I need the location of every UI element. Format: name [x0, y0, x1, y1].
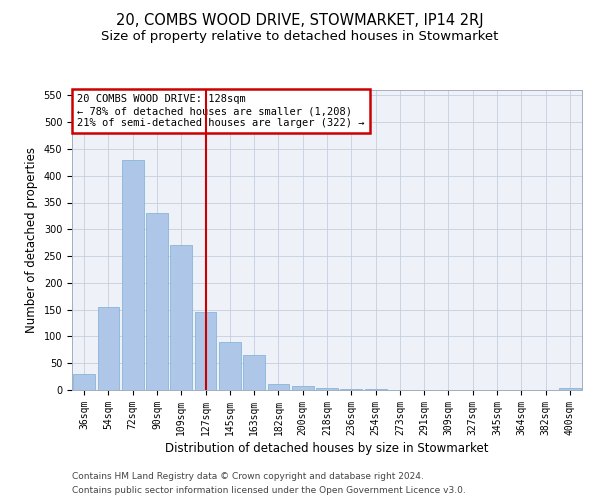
Bar [559, 388, 581, 390]
X-axis label: Distribution of detached houses by size in Stowmarket: Distribution of detached houses by size … [165, 442, 489, 455]
Bar [73, 374, 95, 390]
Bar [340, 389, 362, 390]
Text: 20 COMBS WOOD DRIVE: 128sqm
← 78% of detached houses are smaller (1,208)
21% of : 20 COMBS WOOD DRIVE: 128sqm ← 78% of det… [77, 94, 365, 128]
Bar [292, 386, 314, 390]
Bar [219, 342, 241, 390]
Y-axis label: Number of detached properties: Number of detached properties [25, 147, 38, 333]
Bar [122, 160, 143, 390]
Text: Size of property relative to detached houses in Stowmarket: Size of property relative to detached ho… [101, 30, 499, 43]
Text: 20, COMBS WOOD DRIVE, STOWMARKET, IP14 2RJ: 20, COMBS WOOD DRIVE, STOWMARKET, IP14 2… [116, 12, 484, 28]
Bar [97, 307, 119, 390]
Text: Contains public sector information licensed under the Open Government Licence v3: Contains public sector information licen… [72, 486, 466, 495]
Bar [146, 213, 168, 390]
Bar [268, 384, 289, 390]
Bar [316, 388, 338, 390]
Bar [170, 246, 192, 390]
Bar [194, 312, 217, 390]
Text: Contains HM Land Registry data © Crown copyright and database right 2024.: Contains HM Land Registry data © Crown c… [72, 472, 424, 481]
Bar [243, 355, 265, 390]
